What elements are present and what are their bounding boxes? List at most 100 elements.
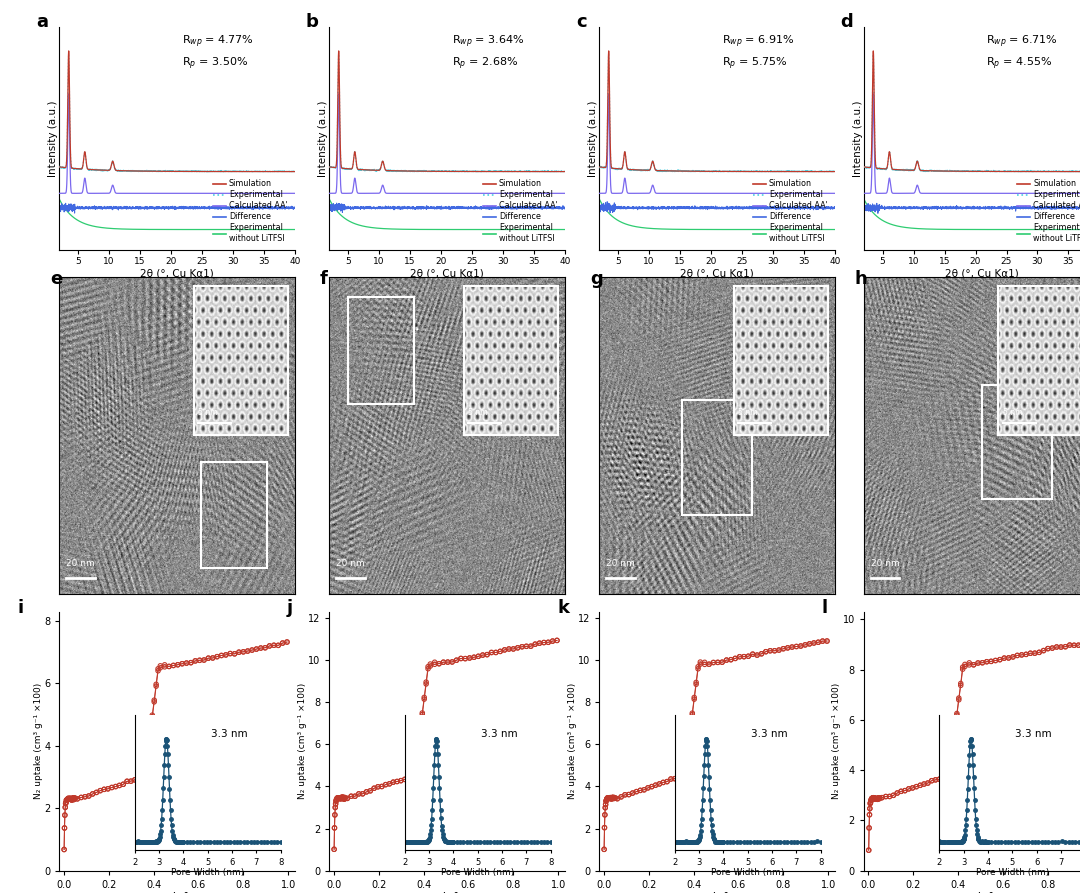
Point [69, 792, 86, 806]
Point [727, 651, 744, 665]
Point [66, 791, 83, 805]
Point [862, 795, 879, 809]
Point [607, 791, 624, 805]
Point [496, 643, 513, 657]
Point [226, 647, 243, 661]
Point [1075, 636, 1080, 650]
Point [144, 708, 161, 722]
Point [966, 657, 983, 672]
Point [770, 643, 787, 657]
Point [740, 649, 757, 663]
Point [612, 789, 630, 804]
Point [710, 655, 727, 670]
Point [1000, 651, 1017, 665]
Point [814, 634, 832, 648]
Point [408, 754, 426, 768]
Point [62, 791, 79, 805]
Point [549, 633, 566, 647]
Point [860, 843, 877, 857]
Point [866, 791, 883, 805]
Point [654, 775, 672, 789]
Point [596, 800, 613, 814]
Point [122, 774, 139, 789]
Point [411, 722, 429, 736]
Point [60, 792, 78, 806]
Point [819, 634, 836, 648]
Point [635, 782, 652, 797]
Point [134, 770, 151, 784]
Point [540, 635, 557, 649]
Point [863, 791, 880, 805]
Point [1017, 647, 1035, 662]
Point [114, 777, 132, 791]
Point [329, 791, 347, 805]
Point [1004, 650, 1022, 664]
Point [418, 677, 435, 691]
Point [597, 793, 615, 807]
Point [59, 791, 77, 805]
Point [869, 791, 887, 805]
Point [674, 768, 691, 782]
Point [57, 793, 75, 807]
Point [874, 790, 891, 805]
Point [183, 655, 200, 670]
Point [916, 777, 933, 791]
Point [419, 662, 436, 676]
Point [426, 655, 443, 670]
Point [252, 641, 269, 655]
Point [457, 652, 474, 666]
Point [753, 647, 770, 661]
Point [330, 791, 348, 805]
Point [95, 782, 112, 797]
Point [326, 808, 343, 822]
Point [602, 790, 619, 805]
Point [332, 790, 349, 805]
Point [111, 779, 129, 793]
Point [103, 780, 120, 795]
Point [64, 792, 81, 806]
Point [408, 753, 426, 767]
Point [978, 655, 996, 669]
Point [923, 773, 941, 788]
Point [58, 793, 76, 807]
Point [195, 653, 213, 667]
Point [414, 705, 431, 720]
Point [384, 775, 402, 789]
Point [753, 647, 770, 661]
Point [540, 635, 557, 649]
Point [766, 644, 783, 658]
Point [643, 780, 660, 794]
Point [325, 842, 342, 856]
Point [440, 655, 457, 669]
Point [596, 807, 613, 822]
Point [731, 649, 748, 663]
Point [63, 791, 80, 805]
Point [862, 793, 879, 807]
Point [654, 775, 672, 789]
Point [679, 739, 697, 754]
Point [814, 634, 832, 648]
Point [365, 781, 382, 796]
Point [866, 791, 883, 805]
X-axis label: p/p°: p/p° [704, 891, 730, 893]
Point [779, 640, 796, 655]
Point [350, 787, 367, 801]
Point [597, 794, 615, 808]
Point [67, 791, 84, 805]
Point [774, 641, 792, 655]
Point [1070, 638, 1080, 653]
Point [862, 797, 879, 811]
Point [63, 793, 80, 807]
Point [757, 645, 774, 659]
Point [99, 781, 117, 796]
Point [603, 792, 620, 806]
Point [602, 790, 619, 805]
Point [230, 645, 247, 659]
Point [991, 653, 1009, 667]
Point [114, 777, 132, 791]
Point [208, 649, 226, 663]
Point [885, 789, 902, 803]
Point [916, 777, 933, 791]
Point [365, 781, 382, 796]
Point [95, 782, 112, 797]
